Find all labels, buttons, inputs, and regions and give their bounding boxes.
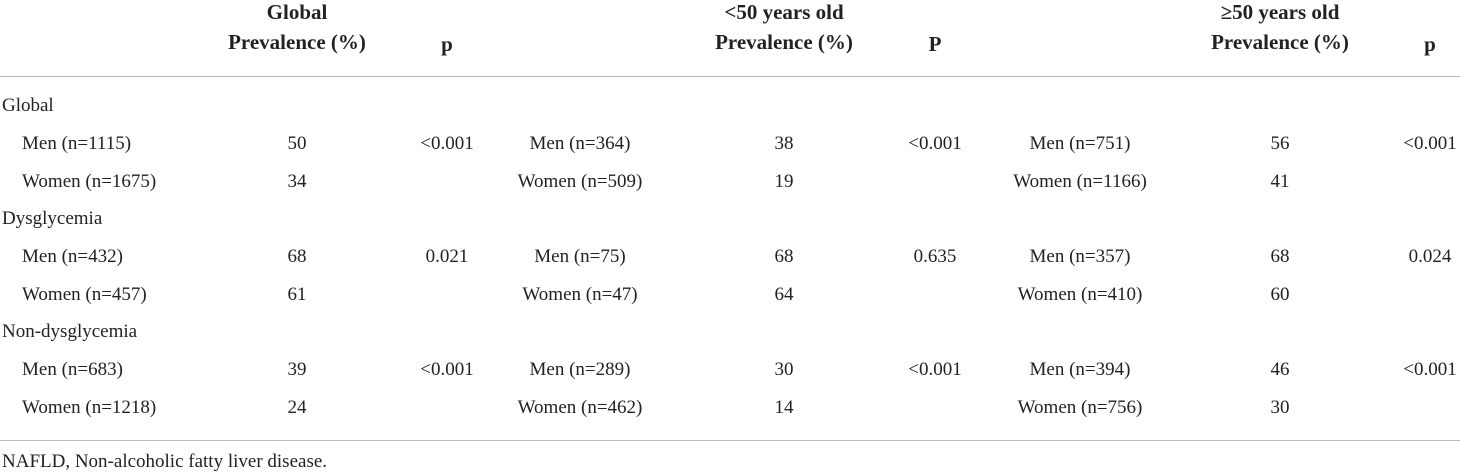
prevalence: 68 (1270, 246, 1290, 267)
footnote: NAFLD, Non-alcoholic fatty liver disease… (2, 451, 328, 472)
row-label: Women (n=47) (522, 283, 638, 305)
header-title: P (928, 32, 942, 56)
prevalence: 64 (774, 283, 794, 305)
prevalence: 14 (774, 396, 794, 418)
prevalence: 61 (287, 283, 307, 305)
row-label: Women (n=756) (1017, 396, 1143, 418)
prevalence: 68 (774, 246, 794, 267)
prevalence: 19 (774, 170, 794, 192)
prevalence: 34 (287, 170, 307, 192)
row-label: Men (n=432) (22, 246, 123, 267)
bottom-rule (0, 440, 1460, 441)
row-label: Men (n=683) (22, 359, 123, 380)
row-label: Men (n=289) (529, 359, 631, 380)
header-title: <50 years old (724, 0, 844, 24)
p-value: <0.001 (1403, 359, 1457, 380)
p-value: <0.001 (1403, 133, 1457, 154)
header-title: p (441, 32, 453, 56)
row-label: Women (n=1675) (22, 170, 157, 192)
prevalence: 50 (287, 133, 307, 154)
row-label: Men (n=364) (529, 133, 631, 154)
p-value: 0.024 (1408, 246, 1452, 267)
row-label: Men (n=75) (534, 246, 626, 267)
row-label: Men (n=1115) (22, 133, 132, 154)
header-title: Global (266, 0, 328, 24)
section-title: Dysglycemia (2, 208, 103, 229)
section-title: Global (2, 95, 54, 116)
row-label: Women (n=410) (1017, 283, 1143, 305)
header-subtitle: Prevalence (%) (228, 30, 366, 54)
p-value: <0.001 (908, 359, 962, 380)
row-label: Women (n=457) (22, 283, 147, 305)
row-label: Men (n=357) (1029, 246, 1131, 267)
row-label: Women (n=462) (517, 396, 643, 418)
row-label: Women (n=509) (517, 170, 643, 192)
prevalence: 38 (774, 133, 794, 154)
prevalence: 30 (1270, 396, 1290, 418)
header-subtitle: Prevalence (%) (715, 30, 853, 54)
header-title: ≥50 years old (1220, 0, 1340, 24)
p-value: <0.001 (420, 359, 474, 380)
prevalence: 24 (287, 396, 307, 418)
header-title: p (1424, 32, 1436, 56)
section-title: Non-dysglycemia (2, 321, 138, 342)
row-label: Women (n=1166) (1013, 170, 1147, 192)
prevalence: 56 (1270, 133, 1290, 154)
p-value: 0.021 (425, 246, 469, 267)
p-value: <0.001 (908, 133, 962, 154)
header-rule (0, 76, 1460, 77)
row-label: Women (n=1218) (22, 396, 157, 418)
prevalence: 60 (1270, 283, 1290, 305)
prevalence: 68 (287, 246, 307, 267)
row-label: Men (n=394) (1029, 359, 1131, 380)
header-subtitle: Prevalence (%) (1211, 30, 1349, 54)
prevalence: 41 (1270, 170, 1290, 192)
p-value: <0.001 (420, 133, 474, 154)
prevalence: 39 (287, 359, 307, 380)
prevalence: 46 (1270, 359, 1290, 380)
p-value: 0.635 (913, 246, 957, 267)
prevalence: 30 (774, 359, 794, 380)
row-label: Men (n=751) (1029, 133, 1131, 154)
